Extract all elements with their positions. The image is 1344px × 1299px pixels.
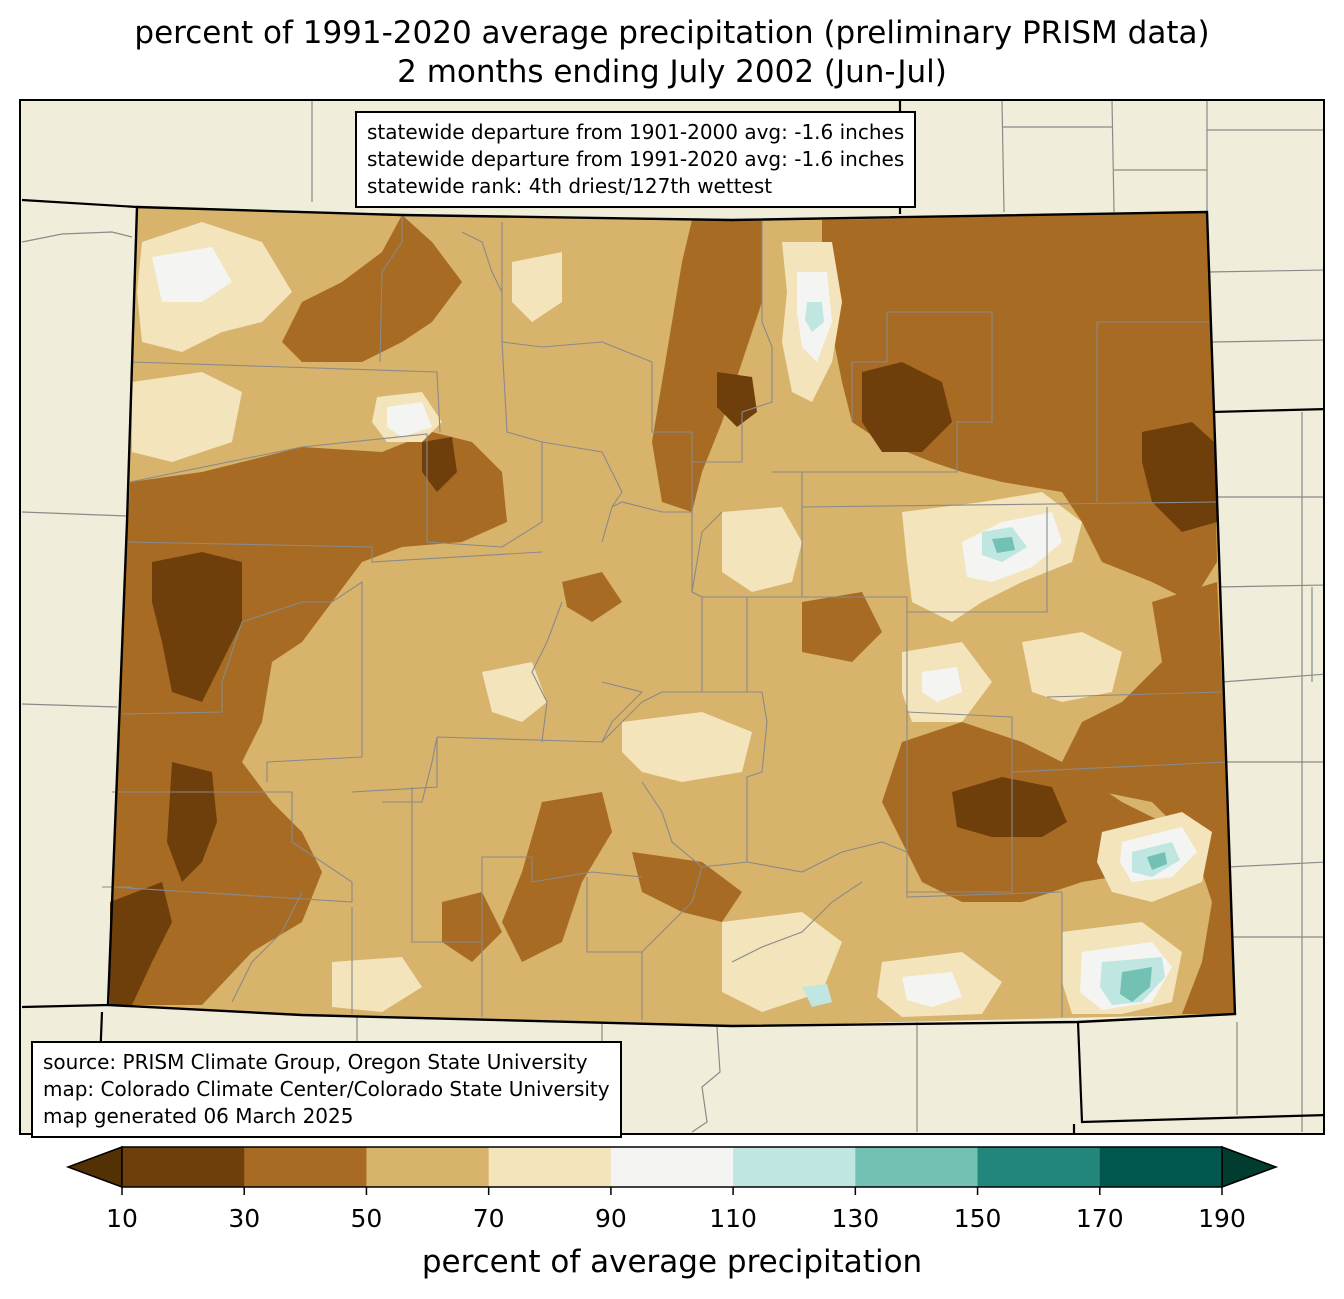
source-line-1: source: PRISM Climate Group, Oregon Stat… bbox=[43, 1050, 588, 1074]
colorbar-segment bbox=[122, 1147, 245, 1187]
colorbar-segment bbox=[610, 1147, 734, 1187]
source-line-3: map generated 06 March 2025 bbox=[43, 1104, 354, 1128]
colorbar-tick-label: 70 bbox=[472, 1204, 505, 1233]
statewide-stats-box: statewide departure from 1901-2000 avg: … bbox=[355, 111, 917, 208]
colorbar-over-arrow bbox=[1221, 1145, 1279, 1189]
source-line-2: map: Colorado Climate Center/Colorado St… bbox=[43, 1077, 610, 1101]
map-title-line1: percent of 1991-2020 average precipitati… bbox=[134, 15, 1210, 51]
precipitation-map bbox=[21, 101, 1323, 1133]
colorbar bbox=[65, 1145, 1279, 1195]
stats-line-3: statewide rank: 4th driest/127th wettest bbox=[367, 174, 773, 198]
colorbar-tick-label: 30 bbox=[228, 1204, 261, 1233]
colorbar-tick-label: 90 bbox=[594, 1204, 627, 1233]
colorbar-outline bbox=[121, 1146, 1223, 1188]
colorbar-segment bbox=[1099, 1147, 1223, 1187]
colorbar-ticks bbox=[121, 1187, 1223, 1195]
colorbar-under-arrow bbox=[65, 1145, 123, 1189]
colorbar-segment bbox=[366, 1147, 490, 1187]
colorbar-segment bbox=[244, 1147, 367, 1187]
map-frame bbox=[19, 99, 1325, 1135]
colorbar-segment bbox=[733, 1147, 856, 1187]
source-box: source: PRISM Climate Group, Oregon Stat… bbox=[31, 1041, 622, 1138]
colorbar-tick-label: 110 bbox=[709, 1204, 757, 1233]
colorbar-segment bbox=[488, 1147, 612, 1187]
neighbor-state-lines bbox=[21, 101, 1323, 1133]
county-lines bbox=[102, 215, 1228, 1020]
colorbar-tick-label: 50 bbox=[350, 1204, 383, 1233]
colorbar-tick-label: 10 bbox=[106, 1204, 138, 1233]
colorbar-segment bbox=[977, 1147, 1101, 1187]
colorbar-tick-label: 150 bbox=[953, 1204, 1002, 1233]
stats-line-1: statewide departure from 1901-2000 avg: … bbox=[367, 120, 905, 144]
colorbar-tick-label: 170 bbox=[1075, 1204, 1124, 1233]
colorbar-tick-label: 190 bbox=[1198, 1204, 1246, 1233]
colorbar-tick-label: 130 bbox=[831, 1204, 880, 1233]
colorbar-segments bbox=[122, 1147, 1223, 1187]
stats-line-2: statewide departure from 1991-2020 avg: … bbox=[367, 147, 905, 171]
colorado-state bbox=[102, 205, 1237, 1028]
map-title-line2: 2 months ending July 2002 (Jun-Jul) bbox=[397, 54, 947, 90]
precip-contours bbox=[108, 212, 1235, 1017]
colorbar-segment bbox=[855, 1147, 979, 1187]
colorado-border bbox=[106, 205, 1237, 1028]
colorbar-label: percent of average precipitation bbox=[421, 1244, 923, 1280]
